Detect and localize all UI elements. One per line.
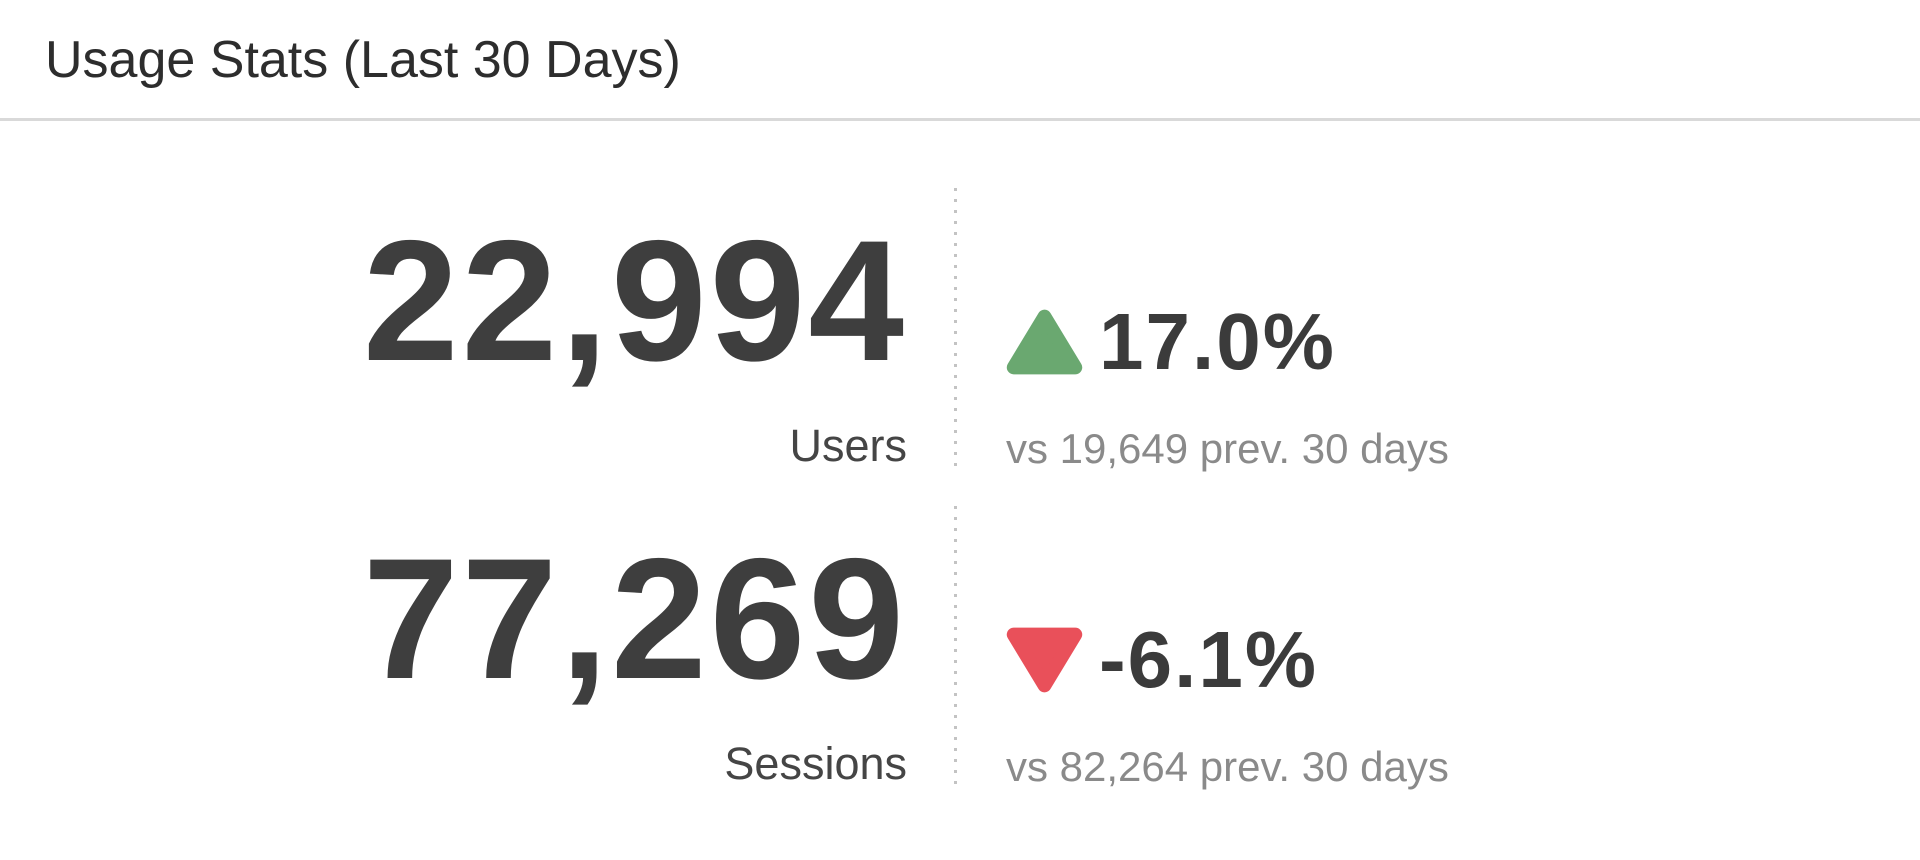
metric-value-sessions: 77,269 bbox=[362, 523, 907, 715]
triangle-up-icon bbox=[1006, 309, 1083, 375]
metric-value-users: 22,994 bbox=[362, 205, 907, 397]
metric-label-sessions: Sessions bbox=[724, 738, 907, 789]
delta-percent: -6.1% bbox=[1099, 615, 1318, 704]
dotted-divider bbox=[954, 506, 957, 788]
metric-delta-users: 17.0% vs 19,649 prev. 30 days bbox=[1006, 215, 1449, 470]
comparison-text: vs 82,264 prev. 30 days bbox=[1006, 743, 1449, 790]
metric-label-users: Users bbox=[789, 420, 907, 471]
dotted-divider bbox=[954, 188, 957, 470]
metric-left-users: 22,994 Users bbox=[0, 215, 907, 468]
comparison-text: vs 19,649 prev. 30 days bbox=[1006, 425, 1449, 472]
delta-line: -6.1% bbox=[1006, 620, 1318, 700]
widget-title: Usage Stats (Last 30 Days) bbox=[45, 31, 681, 89]
delta-percent: 17.0% bbox=[1099, 297, 1336, 386]
metric-left-sessions: 77,269 Sessions bbox=[0, 533, 907, 786]
triangle-down-icon bbox=[1006, 627, 1083, 693]
metric-row-users: 22,994 Users 17.0% vs 19,649 prev. 30 da… bbox=[0, 188, 1920, 470]
delta-line: 17.0% bbox=[1006, 302, 1336, 382]
metric-delta-sessions: -6.1% vs 82,264 prev. 30 days bbox=[1006, 533, 1449, 788]
widget-header: Usage Stats (Last 30 Days) bbox=[0, 0, 1920, 121]
metric-row-sessions: 77,269 Sessions -6.1% vs 82,264 prev. 30… bbox=[0, 506, 1920, 788]
